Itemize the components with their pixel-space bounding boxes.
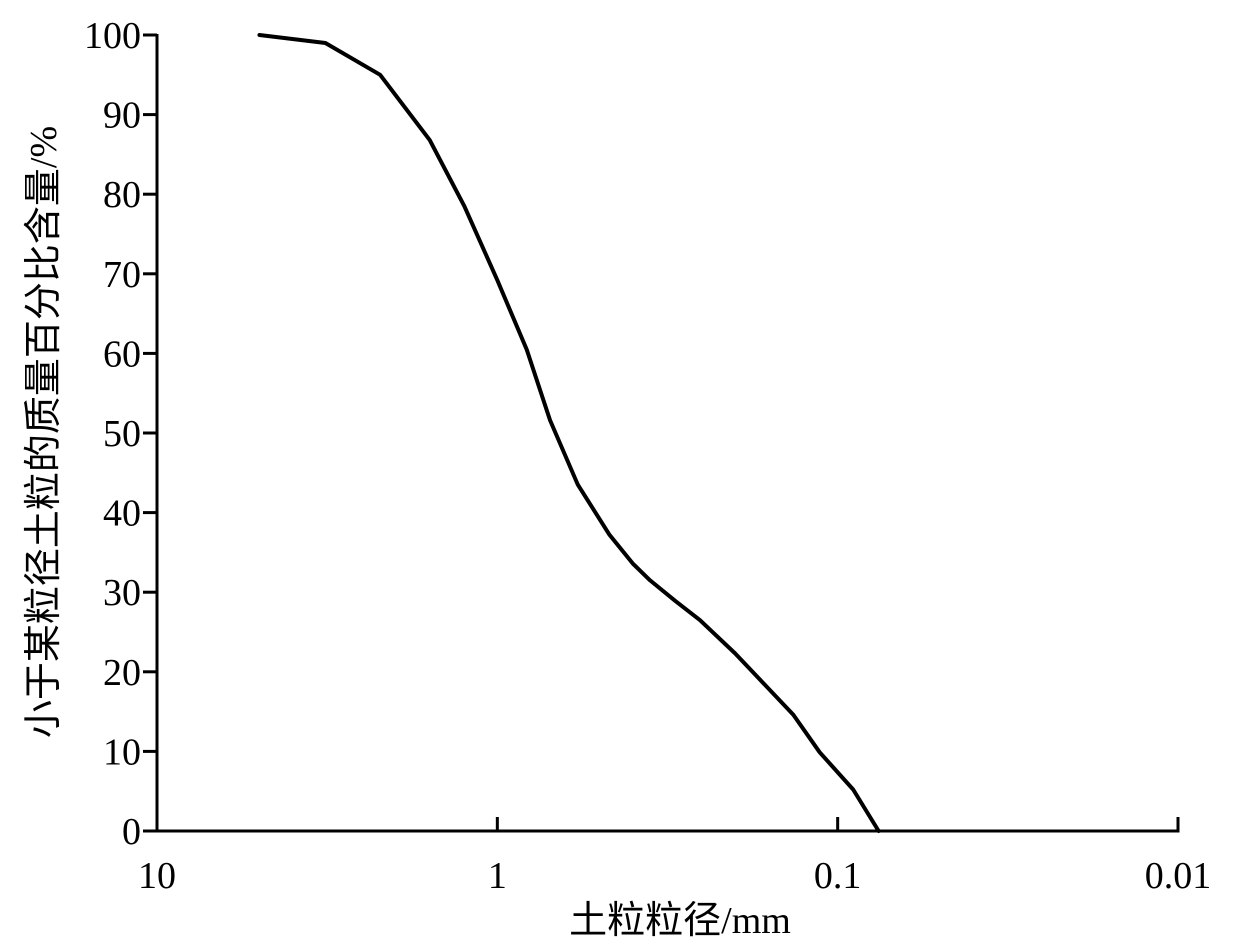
x-tick-label: 0.01 — [1145, 855, 1212, 897]
x-axis-title: 土粒粒径/mm — [569, 900, 791, 942]
x-tick-label: 1 — [488, 855, 507, 897]
y-tick-label: 60 — [103, 333, 141, 375]
y-tick-label: 20 — [103, 652, 141, 694]
data-line — [257, 33, 881, 833]
y-tick-label: 70 — [103, 254, 141, 296]
x-tick-label: 10 — [138, 855, 176, 897]
y-tick-label: 40 — [103, 493, 141, 535]
x-tick-label: 0.1 — [814, 855, 862, 897]
y-tick-label: 50 — [103, 413, 141, 455]
y-tick-label: 30 — [103, 572, 141, 614]
y-tick-label: 10 — [103, 731, 141, 773]
y-tick-label: 0 — [122, 811, 141, 853]
y-axis-title: 小于某粒径土粒的质量百分比含量/% — [23, 126, 65, 738]
y-tick-label: 80 — [103, 174, 141, 216]
y-tick-label: 90 — [103, 95, 141, 137]
y-tick-label: 100 — [84, 15, 141, 57]
